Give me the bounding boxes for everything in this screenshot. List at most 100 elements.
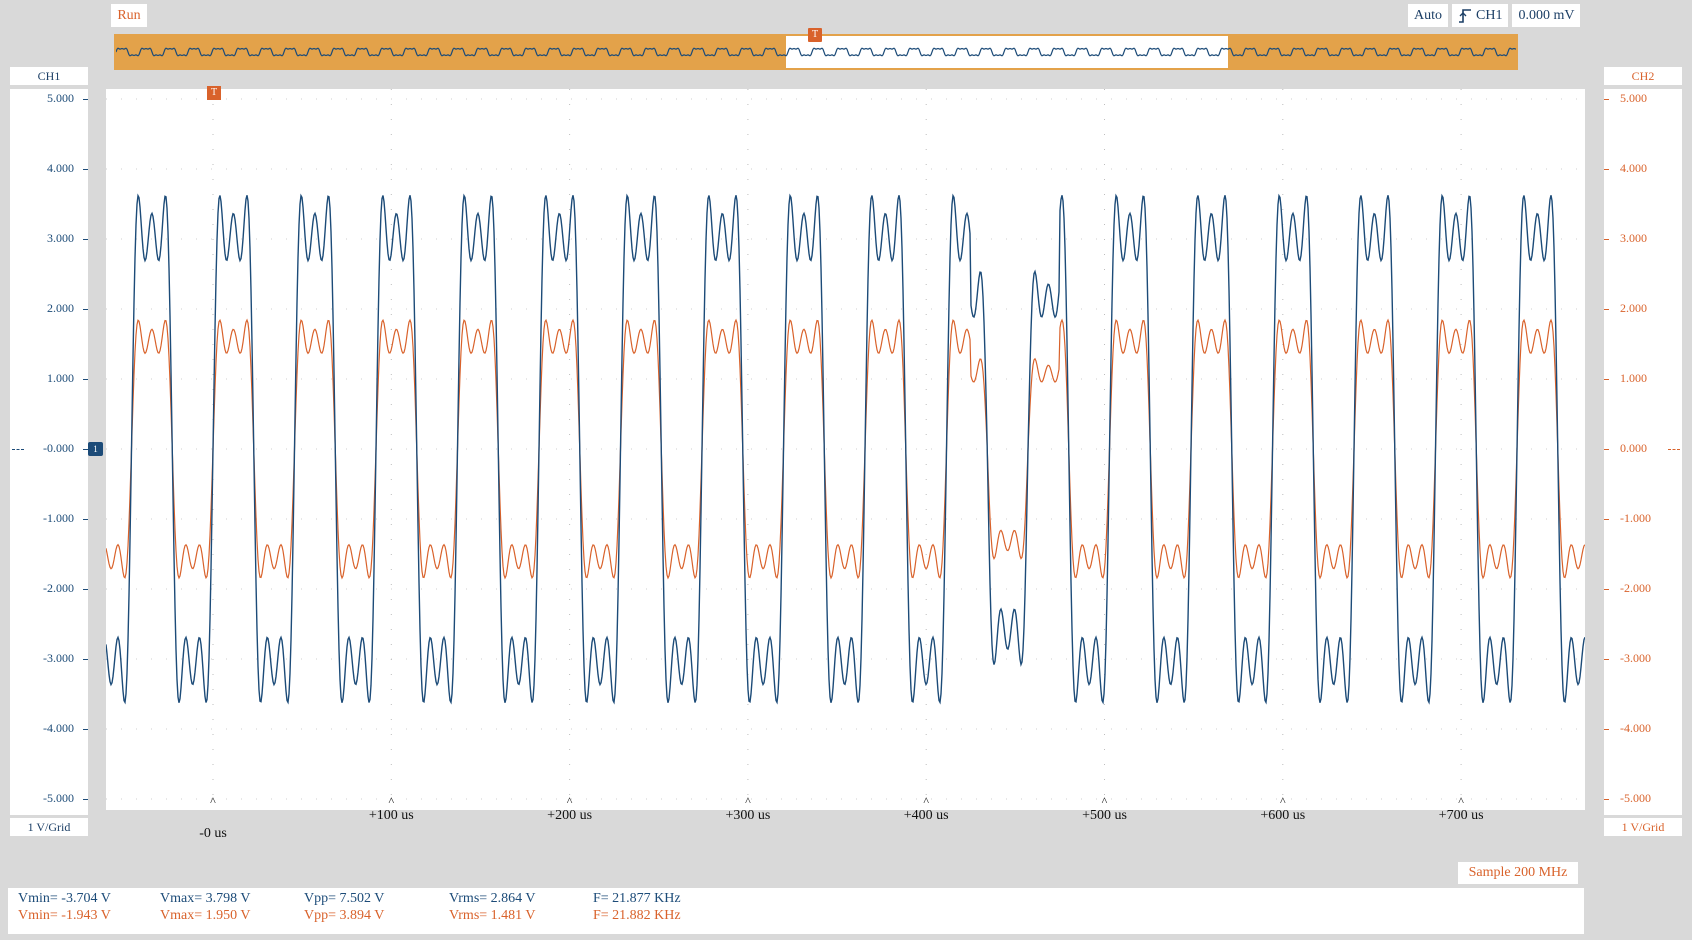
ch1-axis-header[interactable]: CH1 [10, 67, 88, 85]
axis-tick-label: -4.000 [1620, 721, 1651, 735]
axis-tick [1604, 659, 1609, 660]
axis-tick-label: -0.000 [43, 441, 74, 455]
time-tick-arrow: ^ [1101, 794, 1108, 808]
axis-tick [1604, 519, 1609, 520]
time-tick-arrow: ^ [566, 794, 573, 808]
ch1-frequency: F= 21.877 KHz [593, 891, 681, 906]
axis-tick [1604, 589, 1609, 590]
axis-tick-label: 5.000 [1620, 91, 1647, 105]
axis-tick [1604, 449, 1609, 450]
ch2-measurements: Vmin= -1.943 V Vmax= 1.950 V Vpp= 3.894 … [8, 908, 1584, 925]
ch2-axis-panel[interactable]: 5.000 4.000 3.000 2.000 1.000 0.000 -1.000 -2.0… [1604, 89, 1682, 815]
trigger-level-field[interactable]: 0.000 mV [1512, 4, 1581, 27]
time-axis-label: +600 us [1260, 808, 1306, 823]
rising-edge-icon [1459, 8, 1471, 23]
overview-svg [116, 36, 1516, 68]
ch2-vmin: Vmin= -1.943 V [18, 908, 111, 923]
ch1-measurements: Vmin= -3.704 V Vmax= 3.798 V Vpp= 7.502 … [8, 891, 1584, 908]
ch2-vrms: Vrms= 1.481 V [449, 908, 536, 923]
trigger-settings: Auto CH1 0.000 mV [1408, 4, 1581, 27]
ch1-ground-marker[interactable]: 1 [88, 442, 103, 456]
axis-tick [83, 99, 88, 100]
time-axis-label: -0 us [199, 826, 227, 841]
axis-tick [83, 169, 88, 170]
axis-tick [83, 589, 88, 590]
ch2-scale-label[interactable]: 1 V/Grid [1604, 818, 1682, 836]
axis-tick-label: -1.000 [1620, 511, 1651, 525]
axis-tick [1604, 379, 1609, 380]
overview-highlight-right [1228, 36, 1516, 68]
axis-tick-label: -2.000 [1620, 581, 1651, 595]
axis-tick-label: -3.000 [1620, 651, 1651, 665]
axis-tick [83, 519, 88, 520]
axis-tick-label: 5.000 [47, 91, 74, 105]
ch2-trace [106, 318, 1585, 580]
axis-tick-label: -1.000 [43, 511, 74, 525]
ch1-vrms: Vrms= 2.864 V [449, 891, 536, 906]
ch1-vpp: Vpp= 7.502 V [304, 891, 385, 906]
axis-tick-label: -4.000 [43, 721, 74, 735]
axis-tick [1604, 309, 1609, 310]
axis-tick-label: 4.000 [47, 161, 74, 175]
time-axis-label: +400 us [903, 808, 949, 823]
axis-tick-label: 2.000 [1620, 301, 1647, 315]
ch2-vmax: Vmax= 1.950 V [160, 908, 251, 923]
ch1-ground-letter: 1 [93, 444, 98, 454]
axis-tick [1604, 729, 1609, 730]
axis-tick [83, 659, 88, 660]
sample-rate-label: Sample 200 MHz [1458, 862, 1578, 884]
axis-tick-label: 1.000 [1620, 371, 1647, 385]
axis-tick-label: -2.000 [43, 581, 74, 595]
axis-tick [83, 729, 88, 730]
time-tick-arrow: ^ [1458, 794, 1464, 808]
time-tick-arrow: ^ [1279, 794, 1286, 808]
time-axis-label: +200 us [547, 808, 593, 823]
axis-tick [1604, 169, 1609, 170]
ch1-axis-panel[interactable]: 5.000 4.000 3.000 2.000 1.000 -0.000 -1.000 -2.… [10, 89, 88, 815]
axis-tick-label: -5.000 [1620, 791, 1651, 805]
axis-tick-label: 3.000 [47, 231, 74, 245]
overview-trigger-letter: T [811, 29, 819, 40]
zero-level-indicator [1668, 449, 1680, 450]
run-button[interactable]: Run [111, 4, 147, 27]
overview-trace [116, 47, 1516, 57]
axis-tick [83, 309, 88, 310]
axis-tick [83, 379, 88, 380]
axis-tick [83, 449, 88, 450]
plot-svg [106, 89, 1585, 809]
trigger-position-letter: T [210, 87, 218, 98]
axis-tick-label: 3.000 [1620, 231, 1647, 245]
time-axis-label: +700 us [1438, 808, 1484, 823]
ch1-trace [106, 193, 1585, 705]
trigger-mode-button[interactable]: Auto [1408, 4, 1448, 27]
time-tick-arrow: ^ [388, 794, 395, 808]
ch1-scale-label[interactable]: 1 V/Grid [10, 818, 88, 836]
trigger-source-button[interactable]: CH1 [1452, 4, 1509, 27]
ch1-vmax: Vmax= 3.798 V [160, 891, 251, 906]
axis-tick-label: 0.000 [1620, 441, 1647, 455]
ch1-vmin: Vmin= -3.704 V [18, 891, 111, 906]
axis-tick-label: -3.000 [43, 651, 74, 665]
time-axis-label: +100 us [368, 808, 414, 823]
axis-tick [83, 799, 88, 800]
trigger-position-marker[interactable]: T [207, 86, 221, 100]
waveform-plot[interactable] [106, 89, 1585, 810]
time-axis-label: +300 us [725, 808, 771, 823]
ch2-frequency: F= 21.882 KHz [593, 908, 681, 923]
axis-tick-label: 2.000 [47, 301, 74, 315]
measurements-panel: Vmin= -3.704 V Vmax= 3.798 V Vpp= 7.502 … [8, 888, 1584, 934]
time-axis-label: +500 us [1082, 808, 1127, 823]
zero-level-indicator [12, 449, 24, 450]
time-tick-arrow: ^ [745, 794, 751, 808]
axis-tick [1604, 799, 1609, 800]
axis-tick-label: -5.000 [43, 791, 74, 805]
axis-tick [1604, 99, 1609, 100]
axis-tick-label: 1.000 [47, 371, 74, 385]
overview-trigger-marker[interactable]: T [808, 28, 822, 42]
axis-tick [1604, 239, 1609, 240]
time-tick-arrow: ^ [210, 794, 216, 808]
ch2-axis-header[interactable]: CH2 [1604, 67, 1682, 85]
axis-tick [83, 239, 88, 240]
overview-highlight-left [116, 36, 786, 68]
trigger-source-label: CH1 [1476, 8, 1503, 23]
